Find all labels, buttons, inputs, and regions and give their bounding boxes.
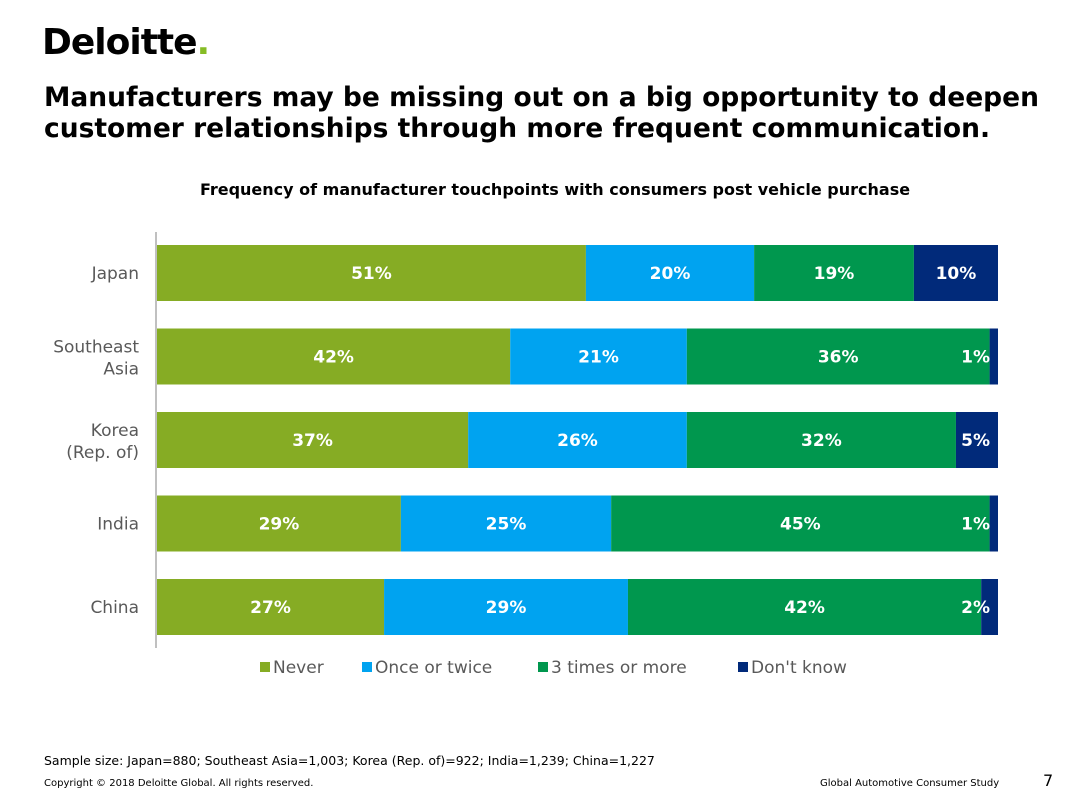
category-label-japan: Japan (91, 264, 139, 284)
stacked-bar-chart: Japan 51% 20% 19% 10% Southeast Asia 42% 21% 36% 1… (53, 232, 998, 678)
legend-label-once-or-twice: Once or twice (375, 658, 492, 678)
bar-china-once-or-twice-label: 29% (486, 598, 527, 618)
bar-japan-never-label: 51% (351, 264, 392, 284)
bar-india-never-label: 29% (259, 515, 300, 535)
bar-china-once-or-twice (384, 579, 628, 635)
bar-japan-once-or-twice-label: 20% (650, 264, 691, 284)
bar-china-never (157, 579, 385, 635)
legend-label-3-times-or-more: 3 times or more (551, 658, 687, 678)
bar-china-don-t-know-label: 2% (961, 598, 990, 618)
bar-india-3-times-or-more (611, 495, 990, 552)
legend-label-never: Never (273, 658, 324, 678)
category-label-southeast-asia: Southeast Asia (53, 338, 139, 380)
bar-japan-never (157, 245, 586, 301)
bar-china-never-label: 27% (250, 598, 291, 618)
bar-korea-rep-of-3-times-or-more-label: 32% (801, 431, 842, 451)
bar-japan-don-t-know (913, 245, 998, 301)
bar-china-3-times-or-more (627, 579, 982, 635)
bar-korea-rep-of-3-times-or-more (686, 412, 956, 468)
bar-korea-rep-of-never (157, 412, 469, 468)
bar-india-3-times-or-more-label: 45% (780, 515, 821, 535)
bar-japan-3-times-or-more-label: 19% (814, 264, 855, 284)
bar-india-never (157, 495, 401, 552)
bar-india-don-t-know (989, 495, 998, 552)
study-name: Global Automotive Consumer Study (820, 778, 1000, 789)
bar-japan-once-or-twice (585, 245, 755, 301)
bar-japan-don-t-know-label: 10% (936, 264, 977, 284)
bar-china-don-t-know (981, 579, 998, 635)
category-label-china: China (90, 598, 139, 618)
bar-korea-rep-of-don-t-know (955, 412, 998, 468)
chart-title: Frequency of manufacturer touchpoints wi… (199, 180, 911, 199)
sample-size-note: Sample size: Japan=880; Southeast Asia=1… (44, 753, 655, 768)
bar-china-3-times-or-more-label: 42% (784, 598, 825, 618)
bar-india-don-t-know-label: 1% (961, 515, 990, 535)
bar-korea-rep-of-don-t-know-label: 5% (961, 431, 990, 451)
page-headline: Manufacturers may be missing out on a bi… (44, 82, 1039, 144)
bar-india-once-or-twice-label: 25% (486, 515, 527, 535)
bar-southeast-asia-don-t-know-label: 1% (961, 348, 990, 368)
bar-korea-rep-of-once-or-twice (468, 412, 687, 468)
category-label-india: India (97, 515, 139, 535)
page-number: 7 (1043, 771, 1054, 790)
legend-swatch-once-or-twice (362, 662, 372, 672)
copyright-text: Copyright © 2018 Deloitte Global. All ri… (44, 778, 314, 789)
legend-swatch-3-times-or-more (538, 662, 548, 672)
logo-dot: . (196, 22, 211, 63)
bar-southeast-asia-3-times-or-more (686, 328, 990, 385)
bar-korea-rep-of-once-or-twice-label: 26% (557, 431, 598, 451)
legend-swatch-don-t-know (738, 662, 748, 672)
bar-india-once-or-twice (400, 495, 612, 552)
category-label-korea-rep-of: Korea (Rep. of) (66, 421, 139, 463)
legend-label-don-t-know: Don't know (751, 658, 847, 678)
bar-southeast-asia-never (157, 328, 511, 385)
bar-southeast-asia-never-label: 42% (313, 348, 354, 368)
bar-southeast-asia-don-t-know (989, 328, 998, 385)
deloitte-logo: Deloitte. (42, 22, 211, 63)
bar-southeast-asia-once-or-twice-label: 21% (578, 348, 619, 368)
bar-southeast-asia-3-times-or-more-label: 36% (818, 348, 859, 368)
logo-wordmark: Deloitte (42, 22, 198, 63)
bar-korea-rep-of-never-label: 37% (292, 431, 333, 451)
legend-swatch-never (260, 662, 270, 672)
bar-southeast-asia-once-or-twice (510, 328, 687, 385)
bar-japan-3-times-or-more (754, 245, 914, 301)
